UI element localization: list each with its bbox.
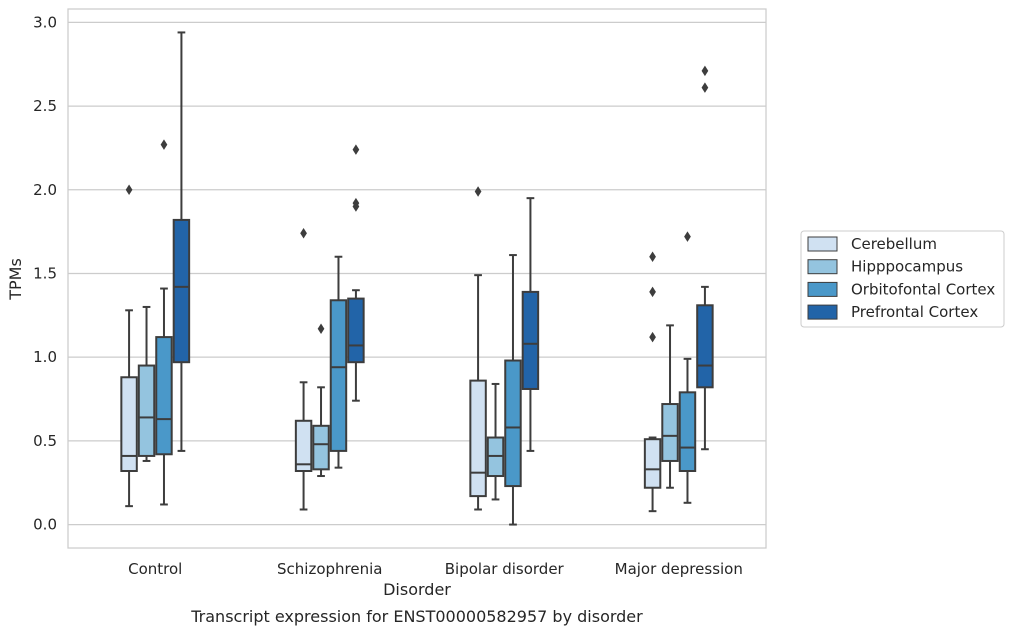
legend-frame (800, 230, 1005, 328)
box-cerebellum (294, 228, 313, 511)
outlier-point (649, 286, 656, 298)
box-body (678, 391, 697, 472)
box-body (294, 419, 313, 473)
box-body (696, 304, 714, 389)
box-prefrontal-cortex (347, 144, 365, 402)
box-body (172, 218, 191, 364)
legend: Cerebellum Hipppocampus Orbitofontal Corte… (800, 230, 1005, 328)
box-hipppocampus (137, 305, 156, 462)
y-tick-label: 0.0 (33, 516, 57, 534)
outlier-point (300, 228, 307, 239)
outlier-point (684, 231, 691, 242)
y-tick-label: 2.5 (33, 97, 57, 115)
y-tick-label: 1.0 (33, 348, 57, 366)
plot-area (68, 9, 766, 548)
box-body (312, 424, 330, 471)
legend-swatch (807, 236, 838, 252)
outlier-point (649, 251, 656, 262)
legend-swatch (807, 304, 838, 320)
box-body (120, 376, 138, 472)
outlier-point (474, 186, 482, 197)
figure-caption: Transcript expression for ENST0000058295… (190, 607, 643, 626)
legend-label: Cerebellum (851, 235, 937, 253)
y-tick-label: 0.5 (33, 432, 57, 450)
box-cerebellum (120, 184, 138, 508)
box-cerebellum (643, 251, 662, 513)
y-tick-label: 2.0 (33, 181, 57, 199)
legend-label: Prefrontal Cortex (851, 303, 978, 321)
legend-label: Hipppocampus (851, 258, 963, 276)
box-orbitofontal-cortex (504, 254, 522, 526)
y-tick-label: 1.5 (33, 264, 57, 282)
x-tick-label: Bipolar disorder (445, 560, 565, 578)
plot-frame (67, 8, 767, 549)
box-cerebellum (469, 186, 487, 511)
box-body (155, 336, 173, 456)
x-tick-label: Major depression (615, 560, 743, 578)
box-orbitofontal-cortex (678, 231, 697, 504)
box-orbitofontal-cortex (155, 139, 173, 506)
box-prefrontal-cortex (696, 65, 714, 451)
outlier-point (160, 139, 168, 150)
outlier-point (352, 144, 360, 155)
x-axis-label: Disorder (383, 580, 451, 599)
box-groups (120, 31, 714, 526)
box-prefrontal-cortex (172, 31, 191, 452)
y-tick-labels: 0.0 0.5 1.0 1.5 2.0 2.5 3.0 (33, 13, 57, 533)
box-hipppocampus (661, 324, 679, 489)
box-body (347, 297, 365, 364)
x-tick-label: Control (128, 560, 182, 578)
box-body (643, 438, 662, 489)
x-tick-label: Schizophrenia (277, 560, 382, 578)
box-body (661, 403, 679, 462)
y-axis-label: TPMs (6, 258, 25, 301)
outlier-point (649, 331, 656, 343)
x-tick-labels: Control Schizophrenia Bipolar disorder Majo… (128, 560, 743, 578)
box-body (469, 379, 487, 498)
outlier-point (317, 323, 325, 334)
y-tick-label: 3.0 (33, 13, 57, 31)
legend-label: Orbitofontal Cortex (851, 280, 995, 298)
box-orbitofontal-cortex (329, 255, 348, 469)
box-hipppocampus (312, 323, 330, 478)
box-body (329, 299, 348, 452)
legend-swatch (807, 281, 838, 297)
outlier-point (701, 65, 709, 77)
box-prefrontal-cortex (521, 197, 540, 452)
box-hipppocampus (486, 382, 505, 501)
outlier-point (701, 82, 709, 93)
outlier-point (125, 184, 133, 196)
legend-swatch (807, 259, 838, 275)
box-body (137, 364, 156, 457)
box-body (504, 359, 522, 488)
box-body (521, 290, 540, 390)
outlier-point (352, 197, 360, 209)
